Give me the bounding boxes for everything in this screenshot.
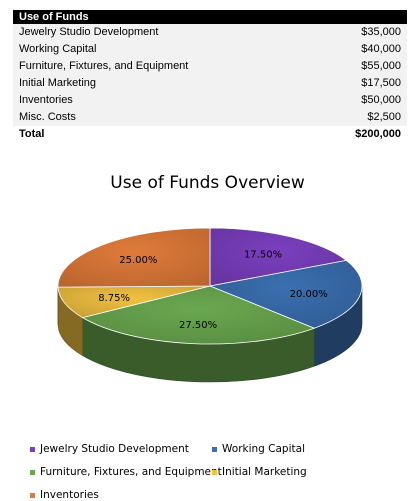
slice-data-label: 20.00% [290,289,328,300]
slice-data-label: 25.00% [119,255,157,266]
row-amount: $50,000 [361,94,401,106]
row-amount: $55,000 [361,60,401,72]
row-amount: $17,500 [361,77,401,89]
legend-item: Jewelry Studio Development [30,443,189,455]
row-label: Inventories [19,94,73,106]
slice-data-label: 8.75% [98,293,130,304]
use-of-funds-table: Use of Funds Jewelry Studio Development … [13,10,407,143]
row-label: Initial Marketing [19,77,97,89]
row-amount: $2,500 [367,111,401,123]
row-label: Furniture, Fixtures, and Equipment [19,60,189,72]
pie-slice-3 [57,285,211,319]
table-row: Misc. Costs $2,500 [13,109,407,126]
legend-item: Working Capital [212,443,305,455]
pie-slice-1 [208,259,363,329]
slice-data-label: 27.50% [179,320,217,331]
row-amount: $35,000 [361,26,401,38]
table-row: Working Capital $40,000 [13,41,407,58]
table-total-row: Total $200,000 [13,126,407,143]
pie-slice-4 [57,227,211,288]
table-header-row: Use of Funds [13,10,407,24]
table-row: Jewelry Studio Development $35,000 [13,24,407,41]
row-label: Working Capital [19,43,97,55]
row-label: Misc. Costs [19,111,76,123]
legend-label: Initial Marketing [222,466,307,478]
legend-swatch [30,469,35,475]
row-label: Jewelry Studio Development [19,26,159,38]
table-row: Inventories $50,000 [13,92,407,109]
legend-swatch [212,446,217,452]
legend-swatch [30,492,35,498]
table-header: Use of Funds [13,10,407,24]
row-amount: $40,000 [361,43,401,55]
legend-label: Jewelry Studio Development [40,443,189,455]
legend-item: Inventories [30,489,99,501]
legend-label: Furniture, Fixtures, and Equipment [40,466,222,478]
slice-data-label: 17.50% [244,250,282,261]
table-row: Furniture, Fixtures, and Equipment $55,0… [13,58,407,75]
legend-item: Initial Marketing [212,466,307,478]
table-row: Initial Marketing $17,500 [13,75,407,92]
total-amount: $200,000 [355,128,401,140]
chart-title: Use of Funds Overview [110,173,305,193]
legend-label: Inventories [40,489,99,501]
legend-label: Working Capital [222,443,305,455]
legend-swatch [212,469,217,475]
pie-chart: 17.50% 20.00% 27.50% 8.75% 25.00% [57,227,363,383]
legend-item: Furniture, Fixtures, and Equipment [30,466,222,478]
pie-slice-2 [81,285,316,345]
legend-swatch [30,446,35,452]
pie-slice-0 [209,227,348,287]
total-label: Total [19,128,45,140]
